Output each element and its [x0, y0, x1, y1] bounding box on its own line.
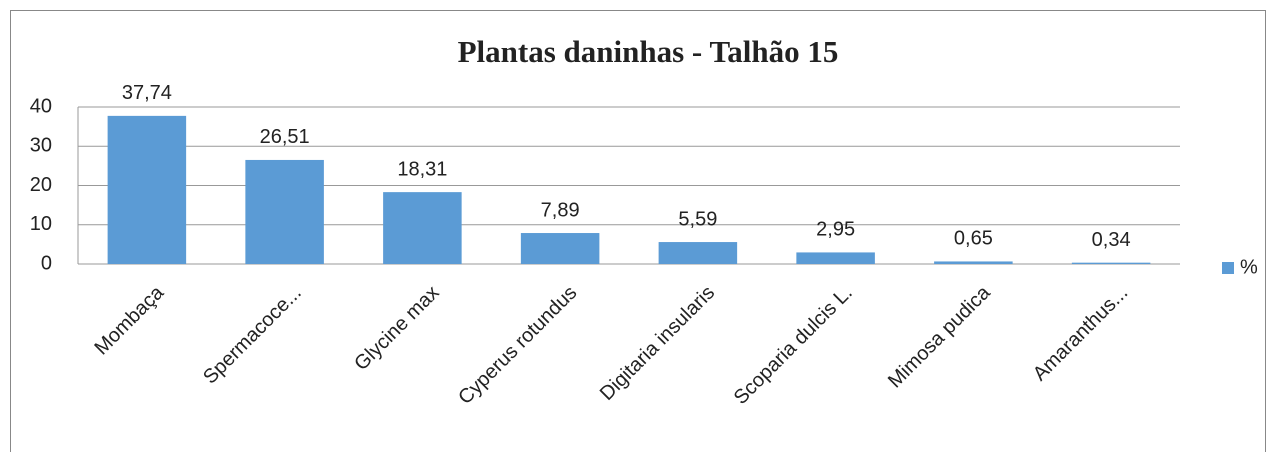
legend-label: % [1240, 256, 1258, 278]
y-tick-label: 0 [41, 252, 52, 274]
y-tick-label: 40 [30, 95, 52, 117]
bar [1071, 262, 1151, 264]
y-tick-label: 20 [30, 174, 52, 196]
value-label: 5,59 [678, 208, 717, 230]
value-label: 0,65 [954, 228, 993, 250]
value-label: 7,89 [541, 199, 580, 221]
y-tick-label: 30 [30, 135, 52, 157]
chart-frame [10, 10, 1266, 452]
value-label: 2,95 [816, 219, 855, 241]
bar [658, 242, 738, 264]
value-label: 26,51 [260, 126, 310, 148]
bar [520, 233, 600, 264]
bar [934, 261, 1013, 264]
bar [796, 252, 875, 264]
y-tick-label: 10 [30, 213, 52, 235]
value-label: 18,31 [397, 158, 447, 180]
bar [107, 115, 187, 264]
bar [245, 159, 324, 264]
bar [383, 192, 462, 264]
chart-title: Plantas daninhas - Talhão 15 [458, 34, 839, 69]
legend-swatch [1222, 262, 1234, 274]
value-label: 0,34 [1092, 229, 1131, 251]
value-label: 37,74 [122, 82, 172, 104]
